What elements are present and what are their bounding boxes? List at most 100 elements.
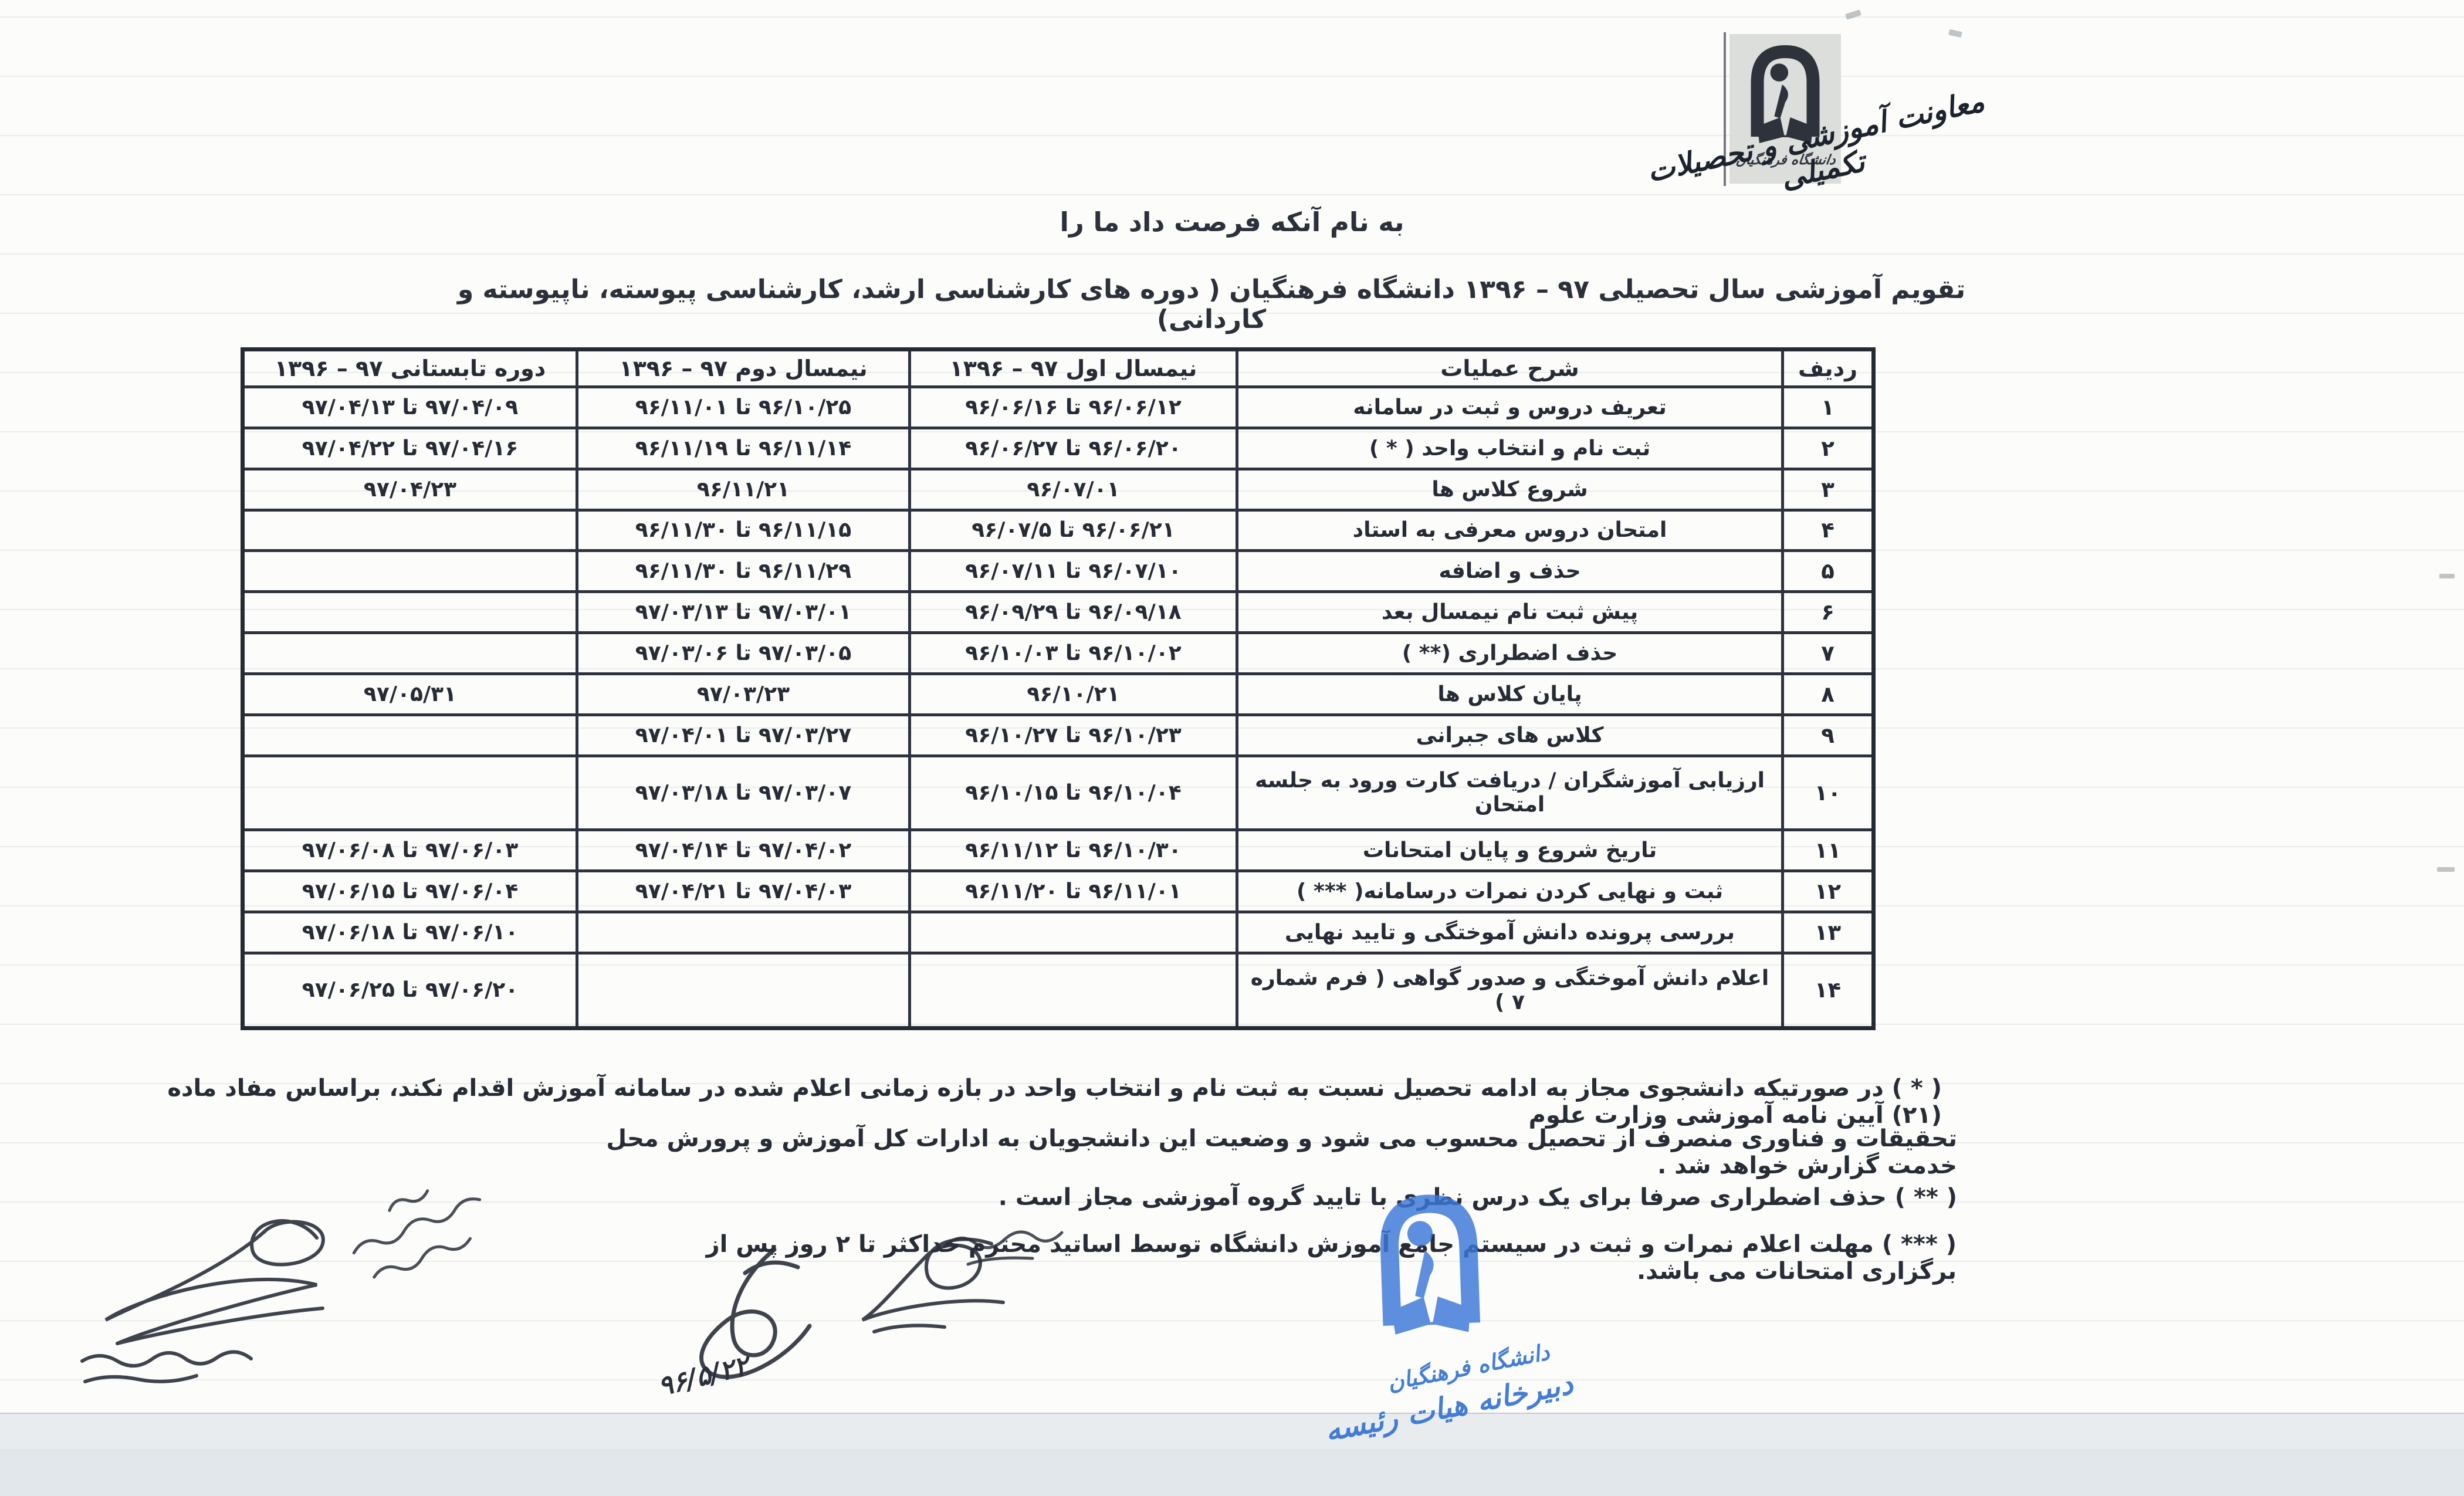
sem2-date-cell: ۹۷/۰۳/۰۷ تا ۹۷/۰۳/۱۸ [576,754,911,832]
row-number: ۱۲ [1781,869,1875,913]
sem2-date-cell: ۹۶/۱۱/۲۱ [576,467,911,512]
table-row: ۶ پیش ثبت نام نیمسال بعد ۹۶/۰۹/۱۸ تا ۹۶/… [241,590,1875,635]
office-stamp: دانشگاه فرهنگیان دبیرخانه هیات رئیسه [1280,1179,1606,1460]
sem2-date-cell [576,951,911,1030]
operation-cell: تاریخ شروع و پایان امتحانات [1236,828,1784,873]
header-summer: دوره تابستانی ۹۷ – ۱۳۹۶ [241,348,578,388]
row-number: ۱ [1781,385,1875,429]
signature-1 [699,1247,812,1379]
summer-date-cell: ۹۷/۰۴/۱۶ تا ۹۷/۰۴/۲۲ [241,426,578,471]
row-number: ۶ [1781,590,1875,635]
sem2-date-cell: ۹۷/۰۳/۲۷ تا ۹۷/۰۴/۰۱ [576,713,911,757]
summer-date-cell: ۹۷/۰۶/۰۴ تا ۹۷/۰۶/۱۵ [241,869,578,913]
footnote-1: ( * ) در صورتیکه دانشجوی مجاز به ادامه ت… [167,1075,1942,1129]
summer-date-cell: ۹۷/۰۶/۰۳ تا ۹۷/۰۶/۰۸ [241,828,578,873]
row-number: ۷ [1781,631,1875,675]
operation-cell: بررسی پرونده دانش آموختگی و تایید نهایی [1236,910,1784,955]
sem1-date-cell: ۹۶/۰۷/۰۱ [908,467,1238,512]
row-number: ۹ [1781,713,1875,757]
sem2-date-cell: ۹۶/۱۱/۱۵ تا ۹۶/۱۱/۳۰ [576,508,911,553]
summer-date-cell [241,631,578,675]
sem1-date-cell: ۹۶/۰۷/۱۰ تا ۹۶/۰۷/۱۱ [908,549,1238,594]
signature-annotation [352,1189,482,1279]
operation-cell: پایان کلاس ها [1236,672,1784,716]
summer-date-cell: ۹۷/۰۴/۰۹ تا ۹۷/۰۴/۱۳ [241,385,578,429]
sem1-date-cell [908,951,1238,1030]
sem1-date-cell: ۹۶/۱۰/۲۳ تا ۹۶/۱۰/۲۷ [908,713,1238,757]
table-row: ۲ ثبت نام و انتخاب واحد ( * ) ۹۶/۰۶/۲۰ ت… [241,426,1875,471]
operation-cell: امتحان دروس معرفی به استاد [1236,508,1784,553]
footnote-2: ( ** ) حذف اضطراری صرفا برای یک درس نظری… [998,1184,1957,1211]
operation-cell: اعلام دانش آموختگی و صدور گواهی ( فرم شم… [1236,951,1784,1030]
operation-cell: پیش ثبت نام نیمسال بعد [1236,590,1784,635]
table-row: ۴ امتحان دروس معرفی به استاد ۹۶/۰۶/۲۱ تا… [241,508,1875,553]
signature-director [80,1219,325,1383]
row-number: ۱۴ [1781,951,1875,1030]
table-row: ۵ حذف و اضافه ۹۶/۰۷/۱۰ تا ۹۶/۰۷/۱۱ ۹۶/۱۱… [241,549,1875,594]
summer-date-cell [241,713,578,757]
calendar-table: ردیف شرح عملیات نیمسال اول ۹۷ – ۱۳۹۶ نیم… [241,347,1876,1030]
table-row: ۱۱ تاریخ شروع و پایان امتحانات ۹۶/۱۰/۳۰ … [241,828,1875,873]
table-row: ۳ شروع کلاس ها ۹۶/۰۷/۰۱ ۹۶/۱۱/۲۱ ۹۷/۰۴/۲… [241,467,1875,512]
header-semester1: نیمسال اول ۹۷ – ۱۳۹۶ [908,348,1238,388]
summer-date-cell: ۹۷/۰۴/۲۳ [241,467,578,512]
table-row: ۱۰ ارزیابی آموزشگران / دریافت کارت ورود … [241,754,1875,832]
table-header-row: ردیف شرح عملیات نیمسال اول ۹۷ – ۱۳۹۶ نیم… [241,348,1875,388]
header-row-no: ردیف [1781,348,1875,388]
sem1-date-cell: ۹۶/۱۰/۰۲ تا ۹۶/۱۰/۰۳ [908,631,1238,675]
sem2-date-cell: ۹۷/۰۳/۰۵ تا ۹۷/۰۳/۰۶ [576,631,911,675]
sem2-date-cell: ۹۶/۱۰/۲۵ تا ۹۶/۱۱/۰۱ [576,385,911,429]
sem2-date-cell: ۹۷/۰۴/۰۲ تا ۹۷/۰۴/۱۴ [576,828,911,873]
sem2-date-cell: ۹۷/۰۴/۰۳ تا ۹۷/۰۴/۲۱ [576,869,911,913]
scan-bottom-band-2 [0,1449,2464,1496]
stamp-logo-icon [1380,1194,1481,1335]
sem1-date-cell: ۹۶/۱۰/۲۱ [908,672,1238,716]
sem1-date-cell: ۹۶/۱۰/۰۴ تا ۹۶/۱۰/۱۵ [908,754,1238,832]
summer-date-cell [241,590,578,635]
footnote-1-continued: تحقیقات و فناوری منصرف از تحصیل محسوب می… [606,1125,1957,1179]
sem1-date-cell [908,910,1238,955]
table-row: ۹ کلاس های جبرانی ۹۶/۱۰/۲۳ تا ۹۶/۱۰/۲۷ ۹… [241,713,1875,757]
operation-cell: شروع کلاس ها [1236,467,1784,512]
university-logo-background [1729,34,1841,184]
sem2-date-cell: ۹۷/۰۳/۲۳ [576,672,911,716]
sem1-date-cell: ۹۶/۱۱/۰۱ تا ۹۶/۱۱/۲۰ [908,869,1238,913]
document-title: تقویم آموزشی سال تحصیلی ۹۷ – ۱۳۹۶ دانشگا… [457,275,1966,334]
scan-artifact [2437,867,2455,872]
bismillah-line: به نام آنکه فرصت داد ما را [1060,207,1404,238]
summer-date-cell: ۹۷/۰۵/۳۱ [241,672,578,716]
table-row: ۱ تعریف دروس و ثبت در سامانه ۹۶/۰۶/۱۲ تا… [241,385,1875,429]
row-number: ۳ [1781,467,1875,512]
summer-date-cell: ۹۷/۰۶/۱۰ تا ۹۷/۰۶/۱۸ [241,910,578,955]
operation-cell: ارزیابی آموزشگران / دریافت کارت ورود به … [1236,754,1784,832]
summer-date-cell [241,508,578,553]
signature-2 [861,1237,1005,1333]
operation-cell: ثبت نام و انتخاب واحد ( * ) [1236,426,1784,471]
operation-cell: ثبت و نهایی کردن نمرات درسامانه( *** ) [1236,869,1784,913]
summer-date-cell: ۹۷/۰۶/۲۰ تا ۹۷/۰۶/۲۵ [241,951,578,1030]
row-number: ۱۰ [1781,754,1875,832]
operation-cell: کلاس های جبرانی [1236,713,1784,757]
sem2-date-cell: ۹۶/۱۱/۲۹ تا ۹۶/۱۱/۳۰ [576,549,911,594]
sem1-date-cell: ۹۶/۰۶/۲۱ تا ۹۶/۰۷/۵ [908,508,1238,553]
sem1-date-cell: ۹۶/۰۶/۲۰ تا ۹۶/۰۶/۲۷ [908,426,1238,471]
summer-date-cell [241,754,578,832]
row-number: ۴ [1781,508,1875,553]
scan-artifact [1948,29,1962,38]
row-number: ۲ [1781,426,1875,471]
signature-3 [943,1230,1064,1266]
sem1-date-cell: ۹۶/۰۹/۱۸ تا ۹۶/۰۹/۲۹ [908,590,1238,635]
table-row: ۱۴ اعلام دانش آموختگی و صدور گواهی ( فرم… [241,951,1875,1030]
row-number: ۱۳ [1781,910,1875,955]
scan-artifact [2439,574,2455,578]
sem1-date-cell: ۹۶/۰۶/۱۲ تا ۹۶/۰۶/۱۶ [908,385,1238,429]
row-number: ۵ [1781,549,1875,594]
sem2-date-cell [576,910,911,955]
table-row: ۷ حذف اضطراری (** ) ۹۶/۱۰/۰۲ تا ۹۶/۱۰/۰۳… [241,631,1875,675]
sem2-date-cell: ۹۷/۰۳/۰۱ تا ۹۷/۰۳/۱۳ [576,590,911,635]
sem1-date-cell: ۹۶/۱۰/۳۰ تا ۹۶/۱۱/۱۲ [908,828,1238,873]
table-row: ۸ پایان کلاس ها ۹۶/۱۰/۲۱ ۹۷/۰۳/۲۳ ۹۷/۰۵/… [241,672,1875,716]
logo-left-rule [1724,32,1726,186]
table-row: ۱۲ ثبت و نهایی کردن نمرات درسامانه( *** … [241,869,1875,913]
